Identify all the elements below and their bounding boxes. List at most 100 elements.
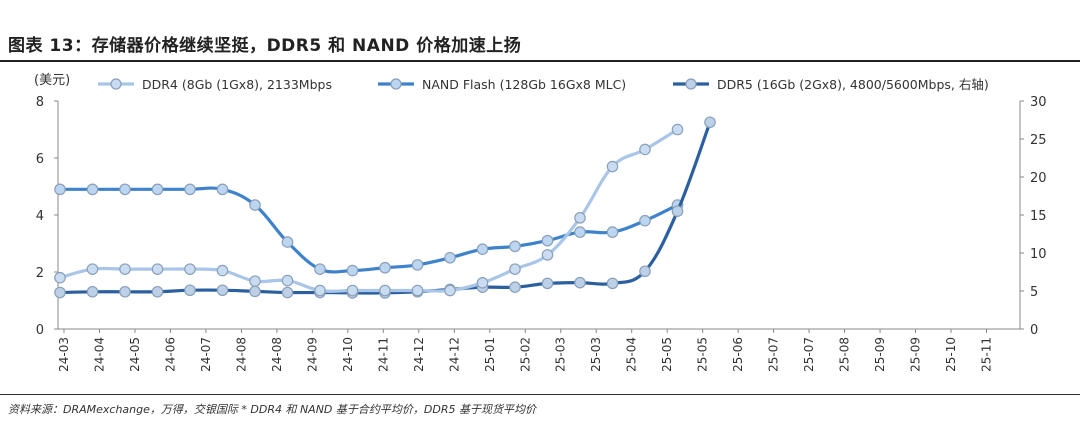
data-point-nand [574,226,586,238]
data-point-ddr4 [574,212,586,224]
data-point-ddr4 [151,263,164,275]
data-point-nand [444,251,456,264]
data-point-ddr5 [704,116,716,129]
data-point-nand [314,263,326,275]
data-point-ddr5 [184,284,196,297]
x-tick-label: 24-10 [341,337,355,372]
data-point-nand [509,240,521,253]
x-tick-label: 25-07 [802,337,816,372]
data-point-ddr4 [444,284,456,297]
data-point-ddr5 [671,205,684,217]
y-left-tick-label: 6 [36,152,44,167]
data-point-nand [86,183,99,196]
y-left-tick-label: 4 [36,209,44,224]
legend-label-nand: NAND Flash (128Gb 16Gx8 MLC) [422,77,626,92]
data-point-ddr5 [119,285,131,298]
y-right-tick-label: 10 [1030,247,1047,262]
data-point-nand [411,259,424,271]
title-rule [0,60,1080,62]
legend-marker-nand [390,78,402,90]
data-point-ddr4 [249,275,261,287]
y-left-tick-label: 0 [36,323,44,338]
x-tick-label: 24-12 [447,337,461,372]
data-point-nand [541,234,554,247]
data-point-ddr4 [509,263,521,275]
data-point-ddr4 [184,263,196,275]
x-tick-label: 25-09 [909,337,923,372]
data-point-ddr4 [281,274,294,287]
data-point-ddr5 [606,277,619,290]
data-point-ddr4 [379,284,391,297]
x-tick-label: 25-04 [625,337,639,372]
x-tick-label: 24-04 [92,337,106,372]
y-left-tick-label: 8 [36,95,44,110]
x-tick-label: 24-11 [376,337,390,372]
chart-series [54,116,716,299]
data-point-ddr4 [639,143,651,156]
x-tick-label: 25-03 [589,337,603,372]
x-tick-label: 24-08 [270,337,284,372]
data-point-ddr4 [86,263,99,275]
data-point-ddr4 [476,277,489,289]
y-right-tick-label: 0 [1030,323,1038,338]
y-right-tick-label: 20 [1030,171,1047,186]
data-point-ddr5 [216,284,229,297]
data-point-ddr4 [314,284,326,297]
data-point-ddr5 [249,285,261,298]
x-tick-label: 24-05 [128,337,142,372]
data-point-ddr4 [411,284,424,297]
x-tick-label: 24-09 [305,337,319,372]
data-point-ddr4 [606,160,619,173]
source-note: 资料来源：DRAMexchange，万得，交银国际 * DDR4 和 NAND … [8,403,536,416]
x-tick-label: 25-02 [518,337,532,372]
x-tick-label: 24-06 [163,337,177,372]
chart-legend: DDR4 (8Gb (1Gx8), 2133Mbps NAND Flash (12… [98,77,989,92]
legend-label-ddr5: DDR5 (16Gb (2Gx8), 4800/5600Mbps, 右轴) [717,77,989,92]
data-point-ddr4 [119,263,131,275]
x-tick-label: 25-07 [767,337,781,372]
data-point-nand [216,183,229,196]
data-point-nand [476,243,489,255]
x-tick-label: 25-10 [944,337,958,372]
data-point-ddr5 [574,276,586,289]
y-axis-label: (美元) [34,73,70,88]
x-tick-label: 25-05 [696,337,710,372]
x-tick-label: 25-08 [838,337,852,372]
data-point-ddr4 [216,264,229,277]
x-tick-label: 25-09 [873,337,887,372]
data-point-ddr5 [541,277,554,290]
chart-axes: 0 2 4 6 8 0 5 10 15 20 25 30 (美元) 24-03 24-04 24-05 24-0… [34,73,1047,372]
x-tick-label: 24-12 [412,337,426,372]
data-point-ddr4 [54,271,66,284]
legend-marker-ddr4 [110,78,122,90]
data-point-ddr5 [639,265,651,278]
y-right-tick-label: 5 [1030,285,1038,300]
data-point-nand [184,183,196,196]
data-point-nand [379,261,391,274]
data-point-nand [151,183,164,196]
data-point-nand [281,236,294,248]
data-point-nand [54,183,66,196]
chart-title: 图表 13：存储器价格继续坚挺，DDR5 和 NAND 价格加速上扬 [8,36,522,56]
legend-marker-ddr5 [685,78,697,90]
y-right-tick-label: 15 [1030,209,1047,224]
x-tick-label: 25-05 [660,337,674,372]
data-point-ddr5 [151,285,164,298]
x-tick-label: 25-01 [483,337,497,372]
x-tick-label: 24-03 [57,337,71,372]
data-point-nand [639,214,651,227]
x-tick-label: 25-03 [554,337,568,372]
x-tick-label: 24-08 [234,337,248,372]
data-point-ddr5 [281,286,294,299]
data-point-nand [606,226,619,238]
data-point-ddr5 [54,286,66,299]
x-tick-label: 25-06 [731,337,745,372]
data-point-nand [346,264,359,277]
y-right-tick-label: 25 [1030,133,1047,148]
data-point-ddr5 [509,281,521,293]
y-left-tick-label: 2 [36,266,44,281]
x-tick-label: 25-11 [980,337,994,372]
data-point-ddr4 [541,249,554,261]
x-tick-label: 24-07 [199,337,213,372]
